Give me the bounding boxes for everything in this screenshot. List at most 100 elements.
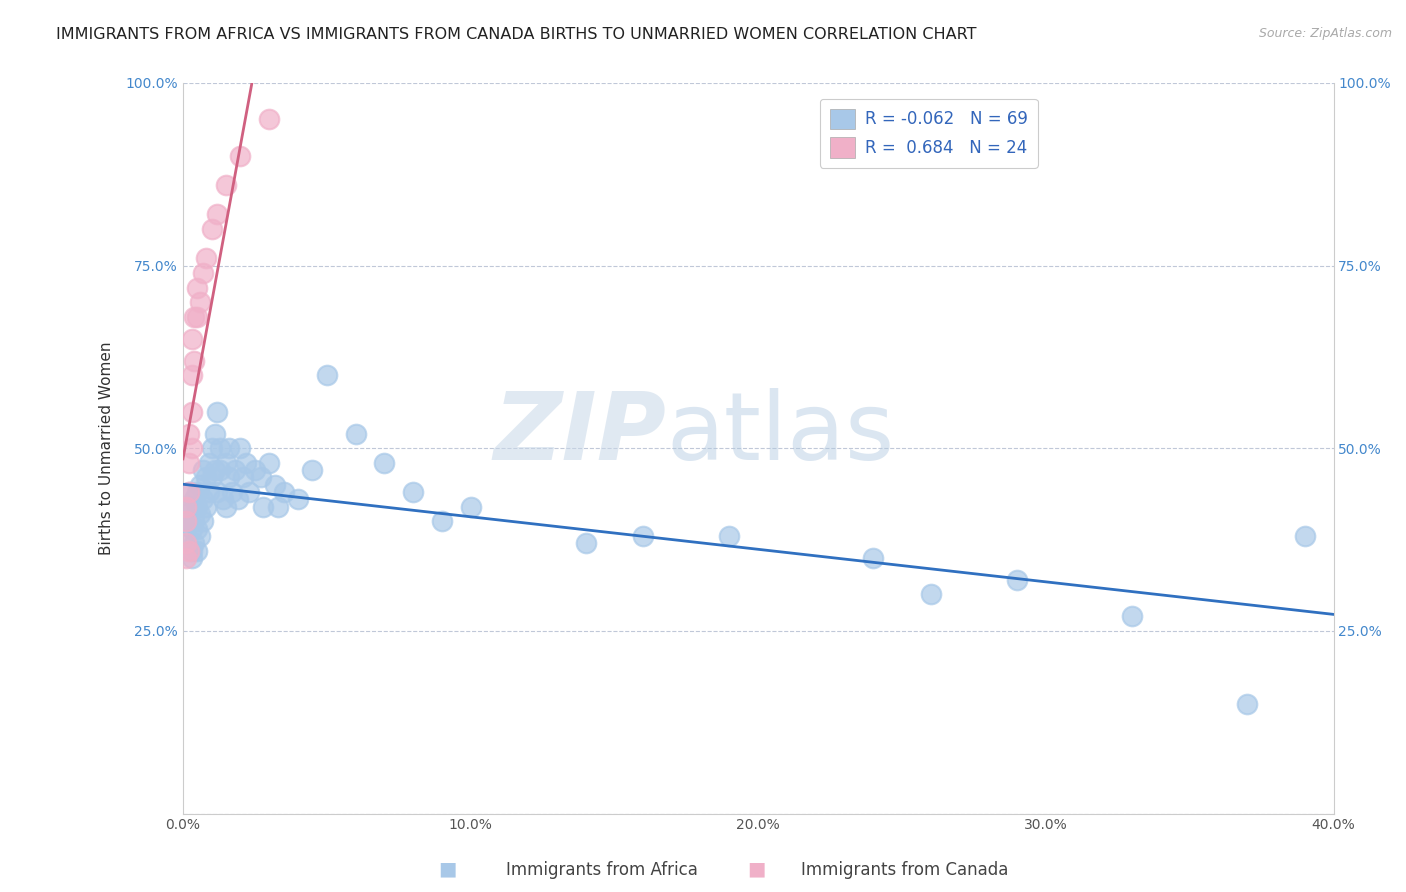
Point [177, 485, 200, 500]
Point [1005, 573, 1028, 587]
Point [221, 485, 243, 500]
Point [191, 266, 214, 280]
Legend: R = -0.062   N = 69, R =  0.684   N = 24: R = -0.062 N = 69, R = 0.684 N = 24 [820, 99, 1038, 168]
Point [186, 522, 208, 536]
Point [186, 280, 208, 294]
Point [174, 514, 197, 528]
Point [188, 507, 211, 521]
Point [186, 485, 208, 500]
Point [920, 587, 942, 601]
Point [198, 485, 221, 500]
Point [238, 485, 260, 500]
Point [212, 492, 235, 507]
Point [180, 442, 202, 456]
Point [194, 500, 217, 514]
Y-axis label: Births to Unmarried Women: Births to Unmarried Women [100, 342, 114, 555]
Point [218, 470, 240, 484]
Point [209, 463, 232, 477]
Point [224, 463, 246, 477]
Point [207, 485, 229, 500]
Point [862, 550, 884, 565]
Point [215, 500, 238, 514]
Point [430, 514, 453, 528]
Point [177, 543, 200, 558]
Point [218, 442, 240, 456]
Point [194, 252, 217, 266]
Point [1236, 697, 1258, 711]
Point [204, 463, 226, 477]
Text: Source: ZipAtlas.com: Source: ZipAtlas.com [1258, 27, 1392, 40]
Point [174, 536, 197, 550]
Point [1121, 609, 1143, 624]
Point [257, 112, 280, 127]
Text: ■: ■ [747, 860, 766, 879]
Point [243, 463, 266, 477]
Point [198, 456, 221, 470]
Text: IMMIGRANTS FROM AFRICA VS IMMIGRANTS FROM CANADA BIRTHS TO UNMARRIED WOMEN CORRE: IMMIGRANTS FROM AFRICA VS IMMIGRANTS FRO… [56, 27, 977, 42]
Point [174, 529, 197, 543]
Point [177, 514, 200, 528]
Point [180, 543, 202, 558]
Point [188, 295, 211, 310]
Point [204, 426, 226, 441]
Point [229, 149, 252, 163]
Point [180, 500, 202, 514]
Point [177, 426, 200, 441]
Point [177, 456, 200, 470]
Point [575, 536, 598, 550]
Point [273, 485, 295, 500]
Point [191, 514, 214, 528]
Point [186, 500, 208, 514]
Point [232, 470, 254, 484]
Point [177, 485, 200, 500]
Point [174, 500, 197, 514]
Point [718, 529, 741, 543]
Point [180, 405, 202, 419]
Point [188, 477, 211, 491]
Point [229, 442, 252, 456]
Point [174, 507, 197, 521]
Point [373, 456, 395, 470]
Point [174, 550, 197, 565]
Point [226, 492, 249, 507]
Point [207, 405, 229, 419]
Point [183, 310, 205, 324]
Text: ■: ■ [437, 860, 457, 879]
Point [252, 500, 274, 514]
Text: ZIP: ZIP [494, 388, 666, 480]
Point [180, 522, 202, 536]
Point [344, 426, 367, 441]
Point [287, 492, 309, 507]
Point [183, 492, 205, 507]
Point [207, 207, 229, 221]
Point [183, 353, 205, 368]
Point [215, 456, 238, 470]
Point [264, 477, 287, 491]
Point [235, 456, 257, 470]
Point [209, 442, 232, 456]
Point [257, 456, 280, 470]
Text: Immigrants from Africa: Immigrants from Africa [506, 861, 697, 879]
Point [191, 463, 214, 477]
Point [301, 463, 323, 477]
Point [201, 442, 224, 456]
Point [215, 178, 238, 193]
Point [180, 368, 202, 383]
Point [183, 514, 205, 528]
Text: Immigrants from Canada: Immigrants from Canada [801, 861, 1008, 879]
Point [191, 492, 214, 507]
Point [201, 222, 224, 236]
Point [201, 470, 224, 484]
Point [631, 529, 654, 543]
Point [180, 550, 202, 565]
Point [315, 368, 337, 383]
Point [460, 500, 482, 514]
Point [183, 536, 205, 550]
Point [249, 470, 271, 484]
Point [186, 543, 208, 558]
Text: atlas: atlas [666, 388, 894, 480]
Point [1294, 529, 1316, 543]
Point [186, 310, 208, 324]
Point [402, 485, 425, 500]
Point [194, 470, 217, 484]
